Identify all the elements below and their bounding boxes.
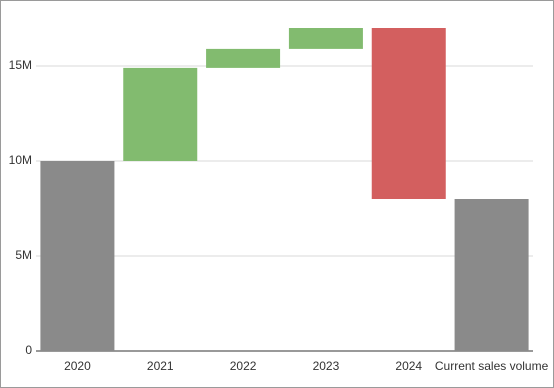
bar <box>123 67 198 161</box>
x-tick-label: 2024 <box>395 359 422 373</box>
bar <box>371 28 446 199</box>
x-tick-label: 2020 <box>64 359 91 373</box>
bar <box>288 28 363 49</box>
bar <box>40 161 115 351</box>
y-tick-label: 5M <box>15 248 32 262</box>
x-tick-label: 2022 <box>230 359 257 373</box>
x-tick-label: 2021 <box>147 359 174 373</box>
x-tick-label: Current sales volume <box>435 359 549 373</box>
bar <box>454 199 529 351</box>
y-tick-label: 10M <box>9 153 32 167</box>
x-tick-label: 2023 <box>313 359 340 373</box>
y-tick-label: 0 <box>25 343 32 357</box>
y-tick-label: 15M <box>9 58 32 72</box>
bar <box>206 48 281 68</box>
